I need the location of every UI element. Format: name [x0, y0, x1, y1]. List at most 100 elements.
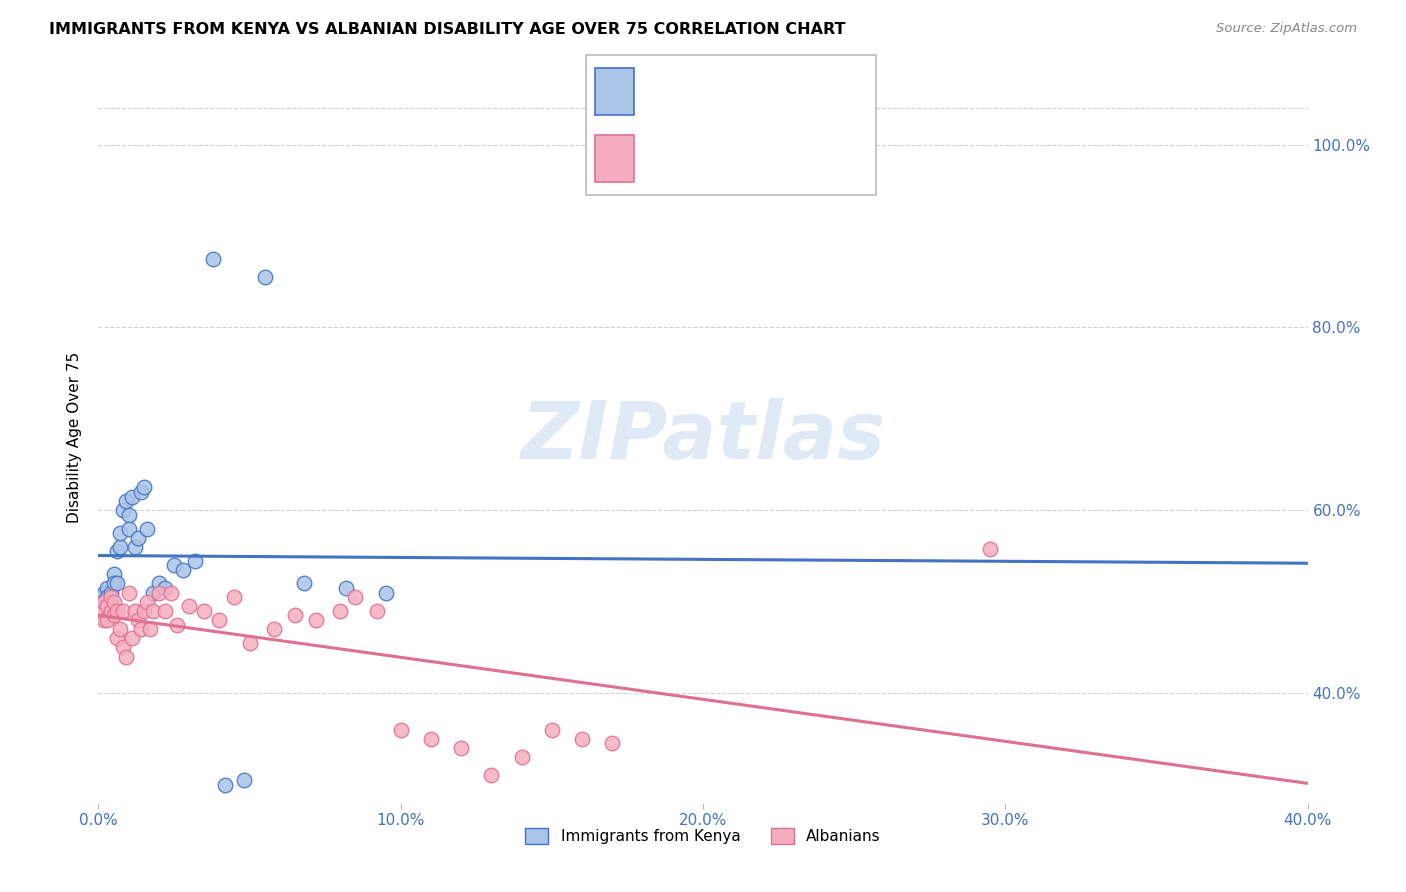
Point [103, 608, 125, 623]
Point [335, 581, 357, 595]
Point [224, 590, 246, 604]
Point [284, 608, 307, 623]
Point [148, 585, 170, 599]
Point [172, 563, 194, 577]
Point [389, 723, 412, 737]
Point [329, 604, 352, 618]
Point [571, 731, 593, 746]
Point [111, 640, 134, 655]
Point [103, 594, 125, 608]
Point [153, 581, 176, 595]
Point [139, 622, 162, 636]
FancyBboxPatch shape [586, 55, 876, 194]
Point [160, 585, 183, 599]
Point [344, 590, 367, 604]
Point [124, 540, 146, 554]
Point [100, 599, 122, 614]
FancyBboxPatch shape [595, 135, 634, 182]
Point [239, 636, 262, 650]
Point [105, 604, 128, 618]
Y-axis label: Disability Age Over 75: Disability Age Over 75 [67, 351, 83, 523]
Point [103, 567, 125, 582]
Point [129, 622, 152, 636]
Point [481, 768, 503, 782]
Point [127, 531, 149, 545]
Point [114, 494, 136, 508]
Text: ZIPatlas: ZIPatlas [520, 398, 886, 476]
Point [108, 540, 131, 554]
Point [105, 544, 128, 558]
Point [184, 553, 207, 567]
Text: 0.571: 0.571 [688, 82, 735, 97]
Point [420, 731, 443, 746]
Point [93, 594, 115, 608]
Point [93, 613, 115, 627]
Point [96, 590, 118, 604]
Point [100, 590, 122, 604]
Point [510, 750, 533, 764]
Point [202, 252, 225, 266]
Point [93, 585, 115, 599]
Point [100, 604, 122, 618]
Point [166, 617, 188, 632]
Text: N =: N = [755, 82, 789, 97]
Point [121, 632, 143, 646]
Point [93, 594, 115, 608]
Point [208, 613, 231, 627]
Point [114, 649, 136, 664]
Point [153, 604, 176, 618]
Point [148, 576, 170, 591]
Point [118, 521, 141, 535]
Point [111, 503, 134, 517]
Point [90, 590, 112, 604]
Point [111, 604, 134, 618]
Point [292, 576, 315, 591]
Point [179, 599, 201, 614]
Point [132, 480, 155, 494]
Point [142, 585, 165, 599]
Text: Source: ZipAtlas.com: Source: ZipAtlas.com [1216, 22, 1357, 36]
Point [163, 558, 186, 573]
Point [103, 576, 125, 591]
Legend: Immigrants from Kenya, Albanians: Immigrants from Kenya, Albanians [519, 822, 887, 850]
Point [108, 622, 131, 636]
Point [96, 613, 118, 627]
Point [450, 740, 472, 755]
Point [214, 778, 236, 792]
Point [232, 772, 254, 787]
Text: R =: R = [645, 82, 679, 97]
Point [118, 508, 141, 522]
Point [105, 576, 128, 591]
Point [96, 581, 118, 595]
Text: N =: N = [755, 151, 789, 166]
Point [108, 526, 131, 541]
Point [127, 613, 149, 627]
Point [979, 541, 1001, 556]
Text: 36: 36 [796, 82, 817, 97]
Point [100, 585, 122, 599]
Text: 0.086: 0.086 [688, 151, 735, 166]
Point [540, 723, 562, 737]
Point [366, 604, 388, 618]
Text: 48: 48 [796, 151, 817, 166]
Point [129, 485, 152, 500]
Point [253, 270, 276, 285]
Point [121, 490, 143, 504]
Point [374, 585, 396, 599]
Point [602, 736, 624, 750]
Point [90, 604, 112, 618]
Point [263, 622, 285, 636]
Point [132, 604, 155, 618]
Point [142, 604, 165, 618]
Point [118, 585, 141, 599]
Point [105, 632, 128, 646]
Point [96, 599, 118, 614]
Point [193, 604, 215, 618]
Point [135, 521, 157, 535]
Text: IMMIGRANTS FROM KENYA VS ALBANIAN DISABILITY AGE OVER 75 CORRELATION CHART: IMMIGRANTS FROM KENYA VS ALBANIAN DISABI… [49, 22, 846, 37]
FancyBboxPatch shape [595, 68, 634, 115]
Point [124, 604, 146, 618]
Text: R =: R = [645, 151, 679, 166]
Point [305, 613, 328, 627]
Point [135, 594, 157, 608]
